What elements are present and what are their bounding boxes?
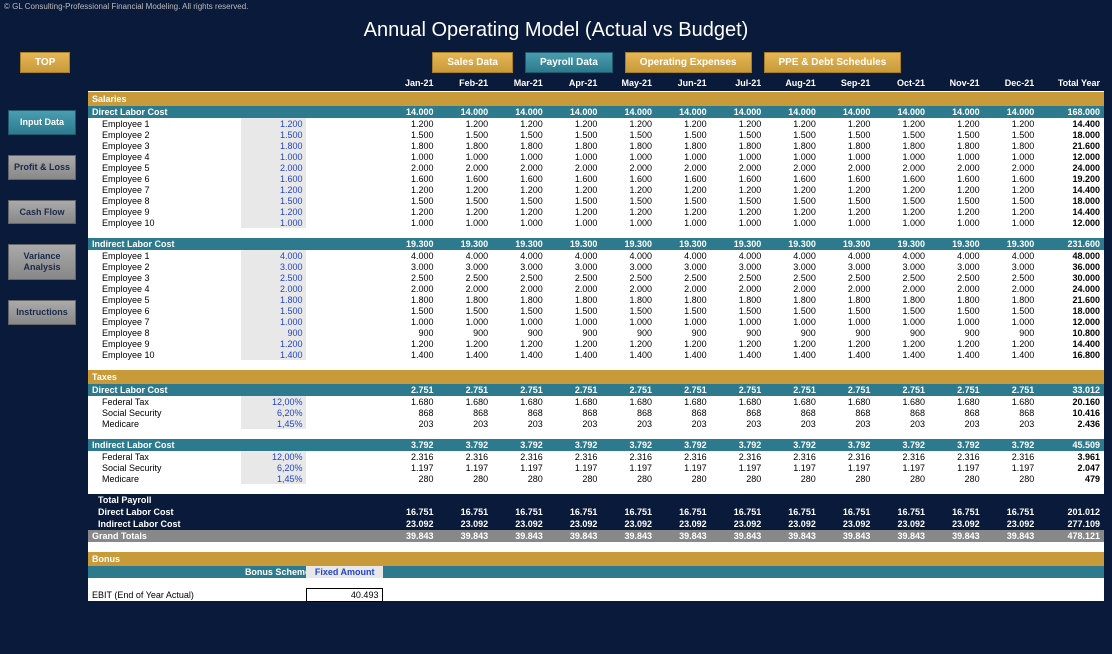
input-cell[interactable]: 1,45% (241, 473, 307, 484)
input-cell[interactable]: 1.200 (241, 338, 307, 349)
input-cell[interactable]: 1.800 (241, 140, 307, 151)
total-year-header: Total Year (1038, 75, 1104, 92)
month-header: Aug-21 (765, 75, 820, 92)
month-header: Mar-21 (492, 75, 547, 92)
data-row: Employee 61.5001.5001.5001.5001.5001.500… (88, 305, 1104, 316)
content-area: Jan-21Feb-21Mar-21Apr-21May-21Jun-21Jul-… (88, 75, 1104, 650)
section-header: Taxes (88, 370, 1104, 384)
nav-tabs: Sales Data Payroll Data Operating Expenses… (432, 52, 901, 73)
month-header: May-21 (601, 75, 656, 92)
sidebar-input-data[interactable]: Input Data (8, 110, 76, 135)
input-cell[interactable]: 1.800 (241, 294, 307, 305)
data-row: Employee 52.0002.0002.0002.0002.0002.000… (88, 162, 1104, 173)
input-cell[interactable]: 1.000 (241, 151, 307, 162)
month-header: Jun-21 (656, 75, 711, 92)
nav-tab-payroll-data[interactable]: Payroll Data (525, 52, 613, 73)
bonus-scheme-select[interactable]: Fixed Amount (306, 566, 382, 578)
input-cell[interactable]: 6,20% (241, 462, 307, 473)
data-row: Medicare1,45%203203203203203203203203203… (88, 418, 1104, 429)
copyright-text: © GL Consulting-Professional Financial M… (0, 0, 1112, 13)
input-cell[interactable]: 1.200 (241, 206, 307, 217)
subsection-header: Indirect Labor Cost3.7923.7923.7923.7923… (88, 439, 1104, 451)
input-cell[interactable]: 6,20% (241, 407, 307, 418)
data-row: Employee 101.4001.4001.4001.4001.4001.40… (88, 349, 1104, 360)
month-header: Nov-21 (929, 75, 984, 92)
subsection-header: Direct Labor Cost2.7512.7512.7512.7512.7… (88, 384, 1104, 396)
input-cell[interactable]: 1.500 (241, 129, 307, 140)
month-header: Oct-21 (874, 75, 929, 92)
nav-tab-sales-data[interactable]: Sales Data (432, 52, 513, 73)
total-row: Direct Labor Cost16.75116.75116.75116.75… (88, 506, 1104, 518)
input-cell[interactable]: 1.200 (241, 184, 307, 195)
month-header: Jul-21 (711, 75, 766, 92)
data-row: Employee 41.0001.0001.0001.0001.0001.000… (88, 151, 1104, 162)
grand-total-row: Grand Totals39.84339.84339.84339.84339.8… (88, 530, 1104, 542)
section-header: Bonus (88, 552, 1104, 566)
data-row: Employee 91.2001.2001.2001.2001.2001.200… (88, 206, 1104, 217)
input-cell[interactable]: 1.500 (241, 305, 307, 316)
data-row: Employee 42.0002.0002.0002.0002.0002.000… (88, 283, 1104, 294)
data-row: Employee 11.2001.2001.2001.2001.2001.200… (88, 118, 1104, 129)
sidebar-instructions[interactable]: Instructions (8, 300, 76, 325)
data-row: Employee 101.0001.0001.0001.0001.0001.00… (88, 217, 1104, 228)
bonus-scheme-header: Bonus SchemeFixed Amount (88, 566, 1104, 578)
sidebar: Input Data Profit & Loss Cash Flow Variance… (8, 110, 76, 325)
input-cell[interactable]: 3.000 (241, 261, 307, 272)
nav-tab-ppe-debt-schedules[interactable]: PPE & Debt Schedules (764, 52, 902, 73)
total-row: Indirect Labor Cost23.09223.09223.09223.… (88, 518, 1104, 530)
data-row: Employee 8900900900900900900900900900900… (88, 327, 1104, 338)
month-header: Dec-21 (984, 75, 1039, 92)
input-cell[interactable]: 1.600 (241, 173, 307, 184)
data-row: Employee 71.2001.2001.2001.2001.2001.200… (88, 184, 1104, 195)
data-row: Employee 71.0001.0001.0001.0001.0001.000… (88, 316, 1104, 327)
subsection-header: Indirect Labor Cost19.30019.30019.30019.… (88, 238, 1104, 250)
data-row: Employee 61.6001.6001.6001.6001.6001.600… (88, 173, 1104, 184)
input-cell[interactable]: 1,45% (241, 418, 307, 429)
payroll-table: Jan-21Feb-21Mar-21Apr-21May-21Jun-21Jul-… (88, 75, 1104, 602)
input-cell[interactable]: 1.500 (241, 195, 307, 206)
input-cell[interactable]: 1.000 (241, 217, 307, 228)
top-button[interactable]: TOP (20, 52, 70, 73)
input-cell[interactable]: 1.000 (241, 316, 307, 327)
input-cell[interactable]: 12,00% (241, 396, 307, 407)
data-row: Employee 14.0004.0004.0004.0004.0004.000… (88, 250, 1104, 261)
data-row: Employee 21.5001.5001.5001.5001.5001.500… (88, 129, 1104, 140)
data-row: Federal Tax12,00%2.3162.3162.3162.3162.3… (88, 451, 1104, 462)
data-row: Medicare1,45%280280280280280280280280280… (88, 473, 1104, 484)
ebit-row: EBIT (End of Year Actual)40.493 (88, 588, 1104, 601)
input-cell[interactable]: 2.000 (241, 162, 307, 173)
data-row: Social Security6,20%1.1971.1971.1971.197… (88, 462, 1104, 473)
data-row: Employee 32.5002.5002.5002.5002.5002.500… (88, 272, 1104, 283)
data-row: Employee 91.2001.2001.2001.2001.2001.200… (88, 338, 1104, 349)
input-cell[interactable]: 1.200 (241, 118, 307, 129)
data-row: Employee 23.0003.0003.0003.0003.0003.000… (88, 261, 1104, 272)
input-cell[interactable]: 12,00% (241, 451, 307, 462)
sidebar-variance-analysis[interactable]: Variance Analysis (8, 244, 76, 280)
data-row: Employee 31.8001.8001.8001.8001.8001.800… (88, 140, 1104, 151)
page-title: Annual Operating Model (Actual vs Budget… (0, 13, 1112, 52)
input-cell[interactable]: 4.000 (241, 250, 307, 261)
data-row: Employee 81.5001.5001.5001.5001.5001.500… (88, 195, 1104, 206)
sidebar-profit-loss[interactable]: Profit & Loss (8, 155, 76, 180)
data-row: Employee 51.8001.8001.8001.8001.8001.800… (88, 294, 1104, 305)
section-header: Salaries (88, 92, 1104, 107)
month-header: Jan-21 (383, 75, 438, 92)
subsection-header: Direct Labor Cost14.00014.00014.00014.00… (88, 106, 1104, 118)
input-cell[interactable]: 2.000 (241, 283, 307, 294)
month-header: Sep-21 (820, 75, 875, 92)
nav-tab-operating-expenses[interactable]: Operating Expenses (625, 52, 752, 73)
month-header: Feb-21 (438, 75, 493, 92)
total-payroll-header: Total Payroll (88, 494, 1104, 506)
month-header: Apr-21 (547, 75, 602, 92)
data-row: Social Security6,20%86886886886886886886… (88, 407, 1104, 418)
input-cell[interactable]: 2.500 (241, 272, 307, 283)
data-row: Federal Tax12,00%1.6801.6801.6801.6801.6… (88, 396, 1104, 407)
sidebar-cash-flow[interactable]: Cash Flow (8, 200, 76, 225)
input-cell[interactable]: 900 (241, 327, 307, 338)
input-cell[interactable]: 1.400 (241, 349, 307, 360)
